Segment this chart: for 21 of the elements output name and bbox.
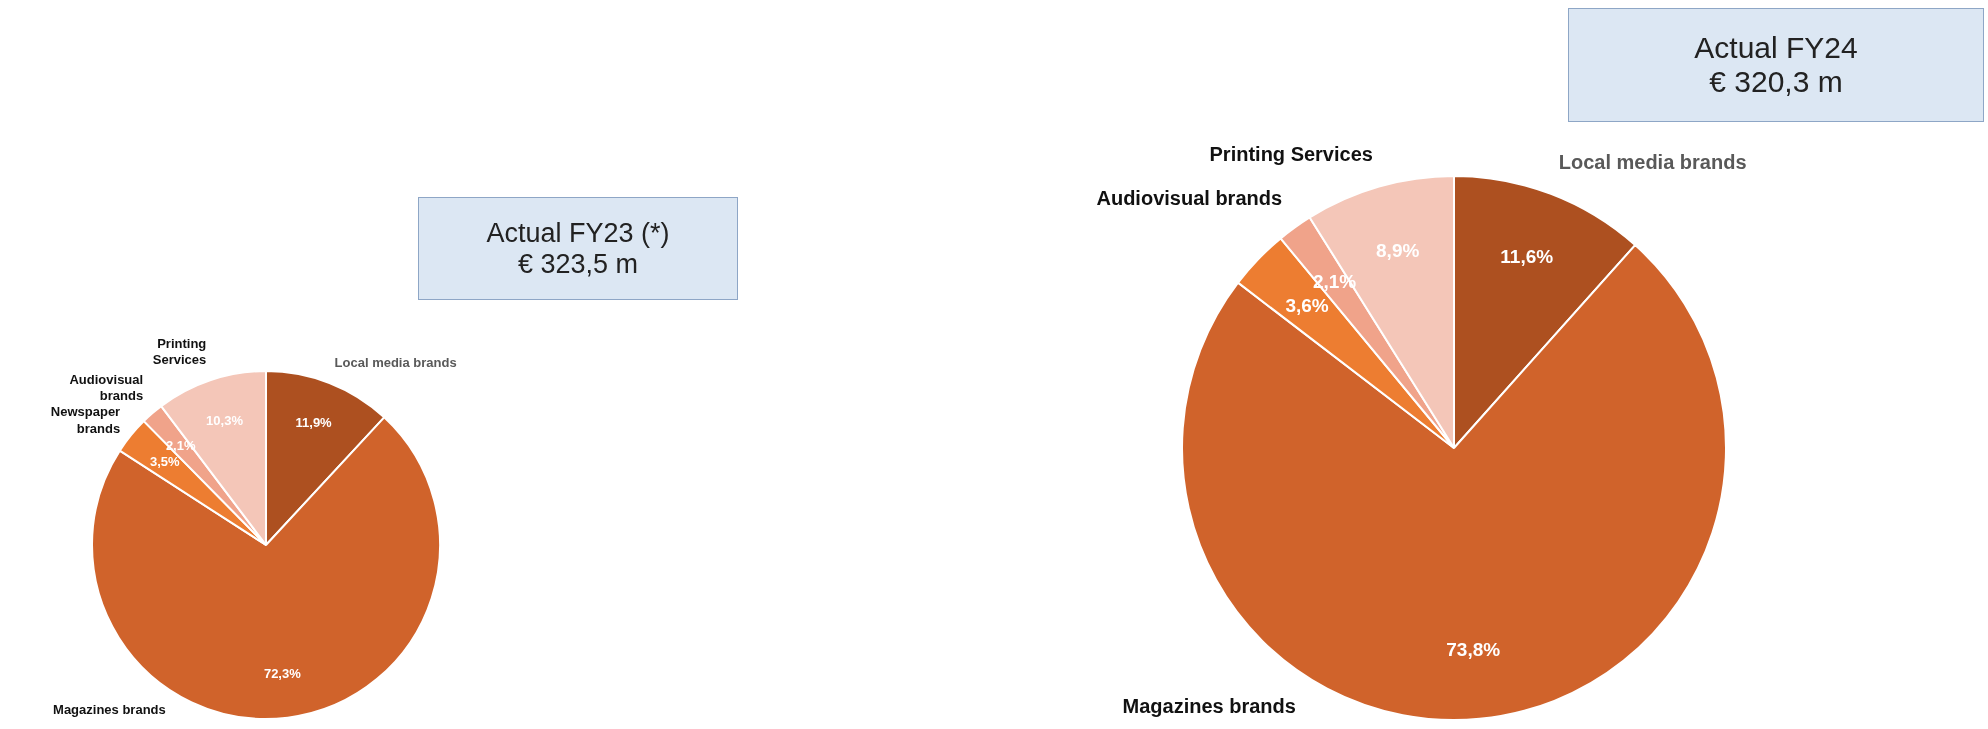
data-label: 73,8% <box>1446 639 1501 661</box>
slice-label: Magazines brands <box>1122 694 1296 717</box>
slice-label: Audiovisual brands <box>69 371 144 403</box>
text: € 323,5 m <box>516 248 640 280</box>
data-label: 3,5% <box>149 454 180 470</box>
slice-label: Audiovisual brands <box>1096 187 1283 210</box>
slice-label: Magazines brands <box>53 702 166 718</box>
chart-title: Actual FY24 <box>1693 31 1859 65</box>
slice-label: Newspaper brands <box>50 404 121 436</box>
data-label: 3,6% <box>1285 294 1329 316</box>
slice-label: Printing Services <box>1209 143 1373 166</box>
slice-label: Local media brands <box>1558 151 1747 174</box>
slice-label: Printing Services <box>152 335 207 367</box>
data-label: 10,3% <box>206 412 244 428</box>
slice-label: Local media brands <box>334 355 457 371</box>
data-label: 72,3% <box>263 666 302 682</box>
data-label: 8,9% <box>1376 240 1420 262</box>
data-label: 11,9% <box>295 415 333 431</box>
data-label: 11,6% <box>1500 245 1554 267</box>
chart-subtitle: € 320,3 m <box>1708 65 1844 99</box>
text: Actual FY23 (*) <box>485 217 671 249</box>
